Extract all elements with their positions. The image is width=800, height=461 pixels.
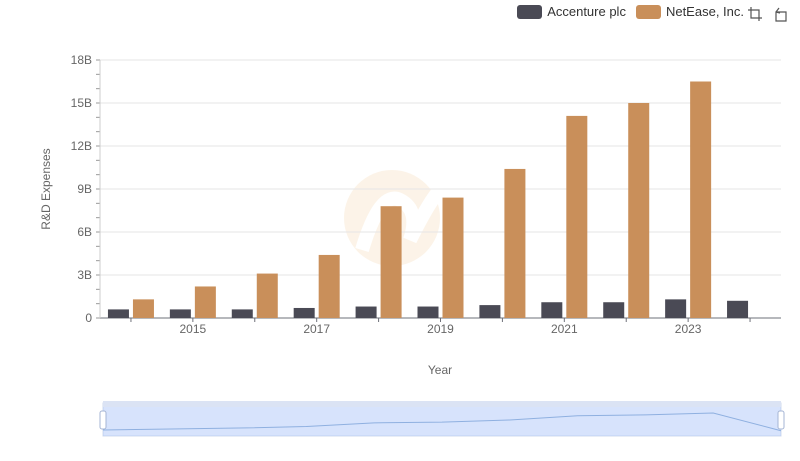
- bar-netease-inc-2023[interactable]: [690, 81, 712, 319]
- legend-label-netease: NetEase, Inc.: [665, 4, 744, 19]
- y-tick-label: 9B: [77, 182, 92, 196]
- bar-accenture-plc2015[interactable]: [169, 309, 191, 318]
- x-tick-label: 2015: [180, 322, 207, 336]
- datazoom-right-handle[interactable]: [777, 410, 785, 430]
- bar-accenture-plc2021[interactable]: [541, 302, 563, 318]
- y-tick-label: 3B: [77, 268, 92, 282]
- datazoom-left-handle[interactable]: [99, 410, 107, 430]
- restore-icon[interactable]: [773, 6, 789, 22]
- bar-accenture-plc2020[interactable]: [479, 305, 501, 318]
- bar-netease-inc-2017[interactable]: [318, 254, 340, 318]
- datazoom-preview-line: [102, 412, 782, 432]
- x-tick-label: 2021: [551, 322, 578, 336]
- bar-netease-inc-2015[interactable]: [194, 286, 216, 318]
- bar-accenture-plc2014[interactable]: [107, 309, 129, 318]
- bar-accenture-plc2017[interactable]: [293, 307, 315, 318]
- legend-label-accenture: Accenture plc: [547, 4, 626, 19]
- bar-accenture-plc2022[interactable]: [603, 302, 625, 318]
- legend-item-netease[interactable]: NetEase, Inc.: [635, 4, 744, 19]
- x-tick-label: 2023: [675, 322, 702, 336]
- datazoom-move-handle[interactable]: [103, 401, 781, 407]
- y-axis-title: R&D Expenses: [39, 148, 53, 229]
- bar-netease-inc-2016[interactable]: [256, 273, 278, 318]
- bar-netease-inc-2021[interactable]: [566, 115, 588, 319]
- legend-swatch-netease: [635, 4, 661, 19]
- bar-accenture-plc2018[interactable]: [355, 306, 377, 318]
- datazoom-selection[interactable]: [103, 403, 781, 436]
- legend-item-accenture[interactable]: Accenture plc: [517, 4, 626, 19]
- y-tick-label: 6B: [77, 225, 92, 239]
- bar-netease-inc-2014[interactable]: [132, 299, 154, 318]
- bar-netease-inc-2018[interactable]: [380, 206, 402, 318]
- x-tick-label: 2017: [303, 322, 330, 336]
- bar-netease-inc-2019[interactable]: [442, 197, 464, 318]
- legend: Accenture plc NetEase, Inc.: [517, 4, 744, 19]
- bar-accenture-plc2023[interactable]: [665, 299, 687, 318]
- y-tick-label: 0: [85, 311, 92, 325]
- x-axis-title: Year: [428, 363, 452, 377]
- y-tick-label: 18B: [71, 53, 92, 67]
- legend-swatch-accenture: [517, 4, 543, 19]
- bar-netease-inc-2020[interactable]: [504, 168, 526, 318]
- bar-netease-inc-2022[interactable]: [628, 103, 650, 318]
- bar-accenture-plc2016[interactable]: [231, 309, 253, 318]
- zoom-icon[interactable]: [747, 6, 763, 22]
- x-tick-label: 2019: [427, 322, 454, 336]
- y-tick-label: 15B: [71, 96, 92, 110]
- y-tick-label: 12B: [71, 139, 92, 153]
- bar-accenture-plc2019[interactable]: [417, 306, 439, 318]
- bar-accenture-plc2024[interactable]: [727, 300, 749, 318]
